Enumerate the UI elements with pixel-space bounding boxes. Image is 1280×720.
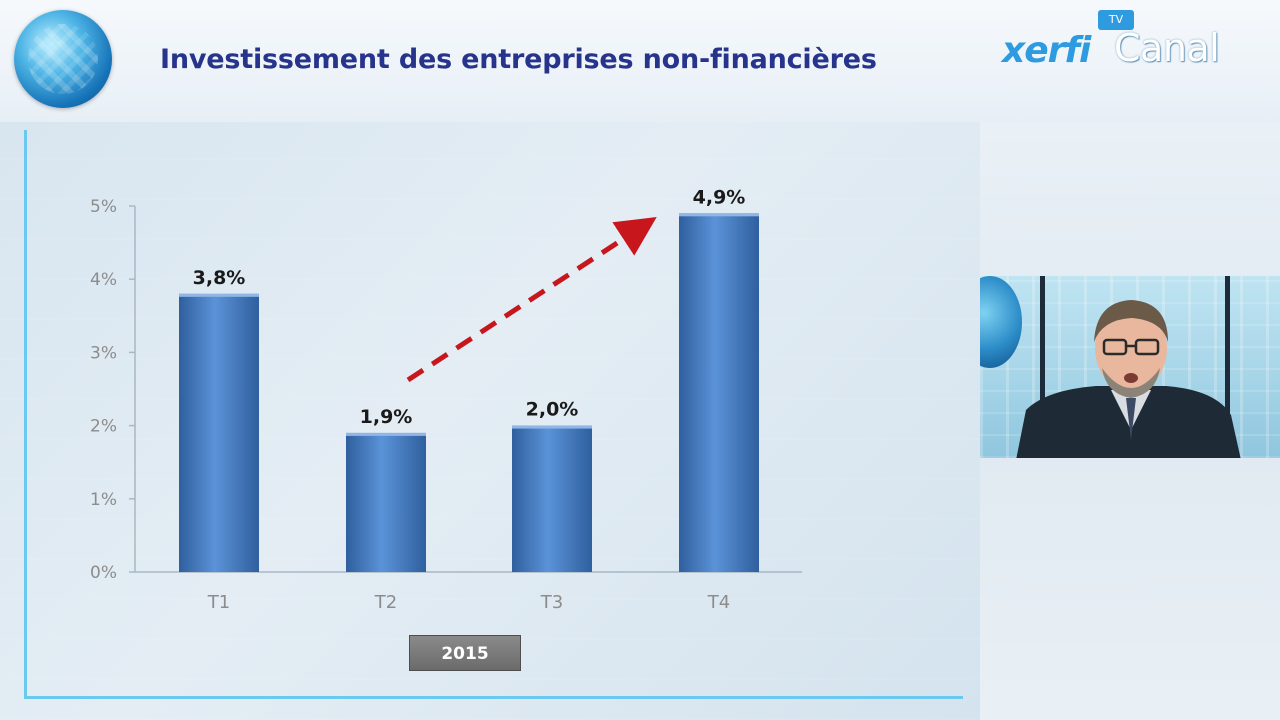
x-tick-label: T4 xyxy=(707,592,730,613)
bar-highlight xyxy=(512,425,592,429)
chart-panel xyxy=(0,122,980,720)
studio-pillar xyxy=(1040,276,1045,458)
y-tick-label: 5% xyxy=(90,197,117,217)
bar xyxy=(679,213,759,572)
trend-arrow xyxy=(406,217,657,383)
value-label: 3,8% xyxy=(193,267,246,289)
page-title: Investissement des entreprises non-finan… xyxy=(160,44,877,75)
chart-frame xyxy=(24,130,963,699)
y-axis: 0% 1% 2% 3% 4% 5% xyxy=(90,197,802,583)
year-label: 2015 xyxy=(409,635,521,671)
y-tick-label: 0% xyxy=(90,563,117,583)
bar-highlight xyxy=(346,432,426,436)
bar xyxy=(179,293,259,572)
bar xyxy=(346,432,426,572)
studio-pillar xyxy=(1225,276,1230,458)
x-tick-label: T3 xyxy=(540,592,563,613)
bar xyxy=(512,425,592,572)
x-tick-label: T1 xyxy=(207,592,230,613)
value-label: 4,9% xyxy=(693,186,746,208)
bar-highlight xyxy=(679,213,759,217)
xerfi-canal-logo: TV xerfi Canal xyxy=(1002,10,1242,71)
value-label: 1,9% xyxy=(360,406,413,428)
globe-icon xyxy=(14,10,112,108)
y-tick-label: 2% xyxy=(90,417,117,437)
logo-xerfi-text: xerfi xyxy=(1002,30,1091,71)
bar-chart: 0% 1% 2% 3% 4% 5% 3,8% T1 1,9% T2 2,0% T3 4,9% T4 xyxy=(90,186,802,613)
value-label: 2,0% xyxy=(526,399,579,421)
labels-group: 3,8% T1 1,9% T2 2,0% T3 4,9% T4 xyxy=(193,186,746,613)
x-tick-label: T2 xyxy=(374,592,397,613)
y-tick-label: 3% xyxy=(90,343,117,363)
bar-highlight xyxy=(179,293,259,297)
presenter-figure xyxy=(1016,300,1241,458)
logo-tv-badge: TV xyxy=(1098,10,1134,30)
bars-group xyxy=(179,213,759,572)
header-bar: Investissement des entreprises non-finan… xyxy=(0,0,1280,122)
y-tick-label: 4% xyxy=(90,270,117,290)
logo-canal-text: Canal xyxy=(1114,26,1220,70)
presenter-video xyxy=(980,276,1280,458)
y-tick-label: 1% xyxy=(90,490,117,510)
